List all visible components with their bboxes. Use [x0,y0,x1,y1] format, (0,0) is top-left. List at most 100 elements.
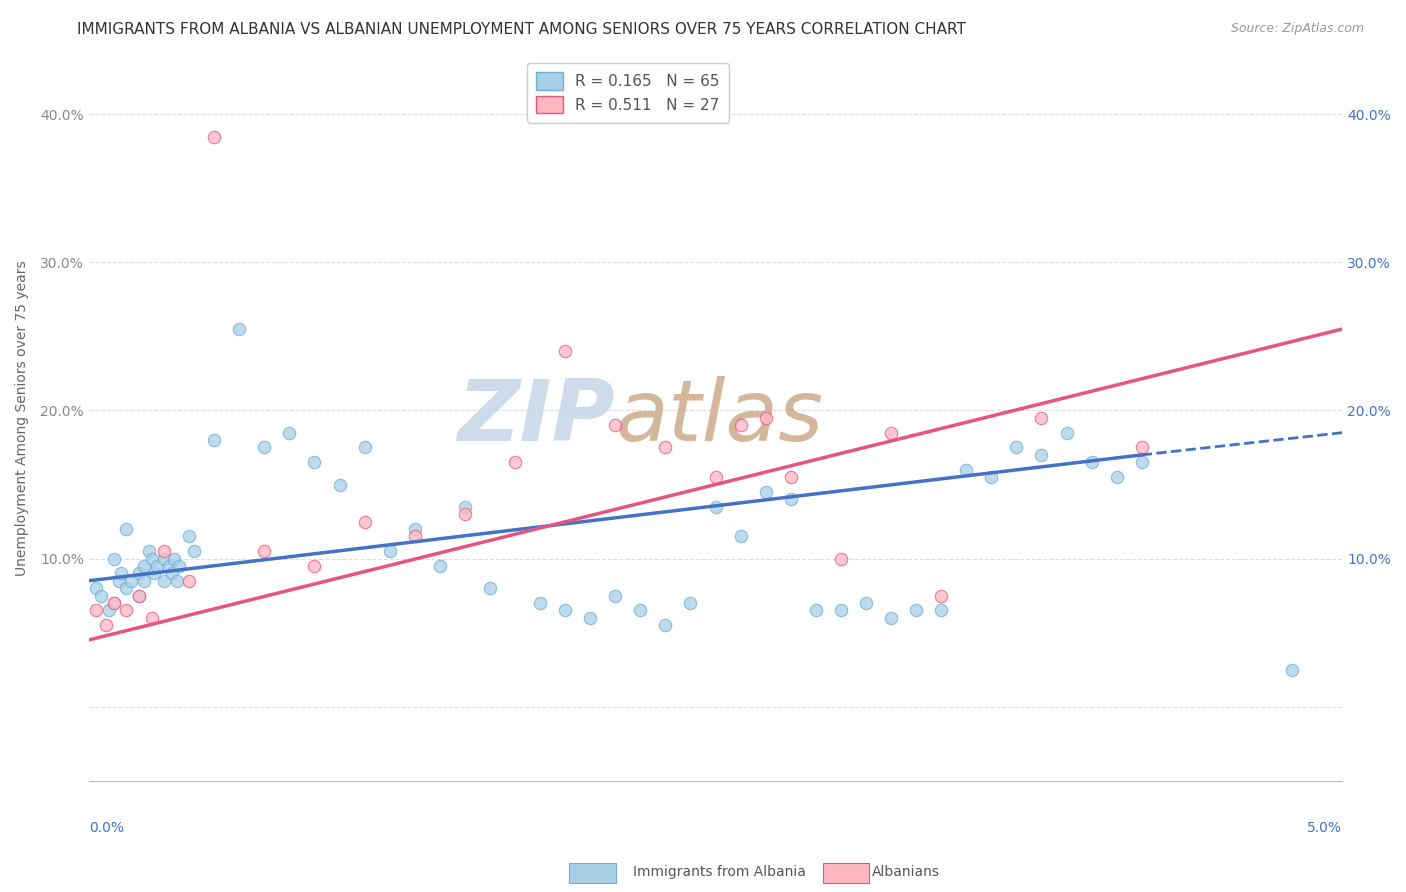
Text: Albanians: Albanians [872,865,939,880]
Y-axis label: Unemployment Among Seniors over 75 years: Unemployment Among Seniors over 75 years [15,260,30,575]
Point [830,551,852,566]
Point [110,566,132,581]
Point [96,618,118,632]
Point [454,507,477,521]
Point [478,581,501,595]
Point [1080,455,1102,469]
Point [730,529,752,543]
Point [404,522,426,536]
Point [929,589,952,603]
Point [143,566,166,581]
Point [429,558,451,573]
Point [202,129,225,144]
Point [253,441,276,455]
Text: Source: ZipAtlas.com: Source: ZipAtlas.com [1230,22,1364,36]
Point [654,618,676,632]
Text: 5.0%: 5.0% [1308,821,1343,835]
Point [132,558,155,573]
Point [1005,441,1028,455]
Point [121,574,143,588]
Point [132,574,155,588]
Point [404,529,426,543]
Point [830,603,852,617]
Point [179,529,201,543]
Point [503,455,526,469]
Point [353,441,375,455]
Point [905,603,928,617]
Point [166,574,188,588]
Point [804,603,827,617]
Point [86,603,108,617]
Point [103,551,125,566]
Point [153,574,176,588]
Text: IMMIGRANTS FROM ALBANIA VS ALBANIAN UNEMPLOYMENT AMONG SENIORS OVER 75 YEARS COR: IMMIGRANTS FROM ALBANIA VS ALBANIAN UNEM… [77,22,966,37]
Point [115,581,138,595]
Point [108,574,131,588]
Point [454,500,477,514]
Point [228,322,250,336]
Point [378,544,401,558]
Text: ZIP: ZIP [458,376,616,459]
Point [654,441,676,455]
Point [929,603,952,617]
Point [1031,410,1053,425]
Point [353,515,375,529]
Text: Immigrants from Albania: Immigrants from Albania [633,865,806,880]
Point [115,522,138,536]
Point [880,425,903,440]
Point [157,558,180,573]
Point [1056,425,1078,440]
Point [128,566,150,581]
Point [755,410,778,425]
Point [554,603,576,617]
Point [880,611,903,625]
Point [704,470,727,484]
Point [103,596,125,610]
Point [153,544,176,558]
Point [128,589,150,603]
Point [605,589,627,603]
Point [141,551,163,566]
Point [97,603,120,617]
Point [138,544,160,558]
Text: 0.0%: 0.0% [89,821,124,835]
Point [253,544,276,558]
Point [579,611,602,625]
Point [704,500,727,514]
Point [779,492,801,507]
Point [605,418,627,433]
Point [955,463,977,477]
Point [163,551,186,566]
Point [1105,470,1128,484]
Point [160,566,183,581]
Point [90,589,112,603]
Point [115,603,138,617]
Point [153,551,176,566]
Point [529,596,551,610]
Point [304,558,326,573]
Point [679,596,702,610]
Point [202,433,225,447]
Point [1031,448,1053,462]
Point [628,603,651,617]
Point [1130,455,1153,469]
Point [304,455,326,469]
Text: atlas: atlas [616,376,824,459]
Point [779,470,801,484]
Point [141,611,163,625]
Point [1130,441,1153,455]
Point [1281,663,1303,677]
Point [103,596,125,610]
Point [183,544,205,558]
Point [855,596,877,610]
Point [554,344,576,359]
Point [755,484,778,499]
Point [167,558,190,573]
Point [278,425,301,440]
Point [128,589,150,603]
Point [179,574,201,588]
Point [145,558,167,573]
Legend: R = 0.165   N = 65, R = 0.511   N = 27: R = 0.165 N = 65, R = 0.511 N = 27 [526,62,730,122]
Point [730,418,752,433]
Point [980,470,1002,484]
